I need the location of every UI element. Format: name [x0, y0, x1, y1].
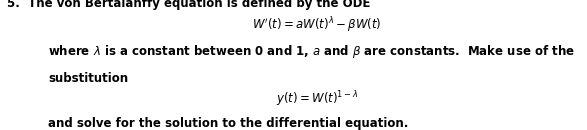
Text: 5.  The von Bertalanffy equation is defined by the ODE: 5. The von Bertalanffy equation is defin…	[7, 0, 370, 10]
Text: $y(t) = W(t)^{1-\lambda}$: $y(t) = W(t)^{1-\lambda}$	[276, 90, 358, 109]
Text: and solve for the solution to the differential equation.: and solve for the solution to the differ…	[48, 117, 409, 130]
Text: substitution: substitution	[48, 72, 128, 84]
Text: where $\lambda$ is a constant between 0 and 1, $a$ and $\beta$ are constants.  M: where $\lambda$ is a constant between 0 …	[48, 43, 575, 60]
Text: $W'(t) = aW(t)^{\lambda} - \beta W(t)$: $W'(t) = aW(t)^{\lambda} - \beta W(t)$	[252, 15, 382, 35]
